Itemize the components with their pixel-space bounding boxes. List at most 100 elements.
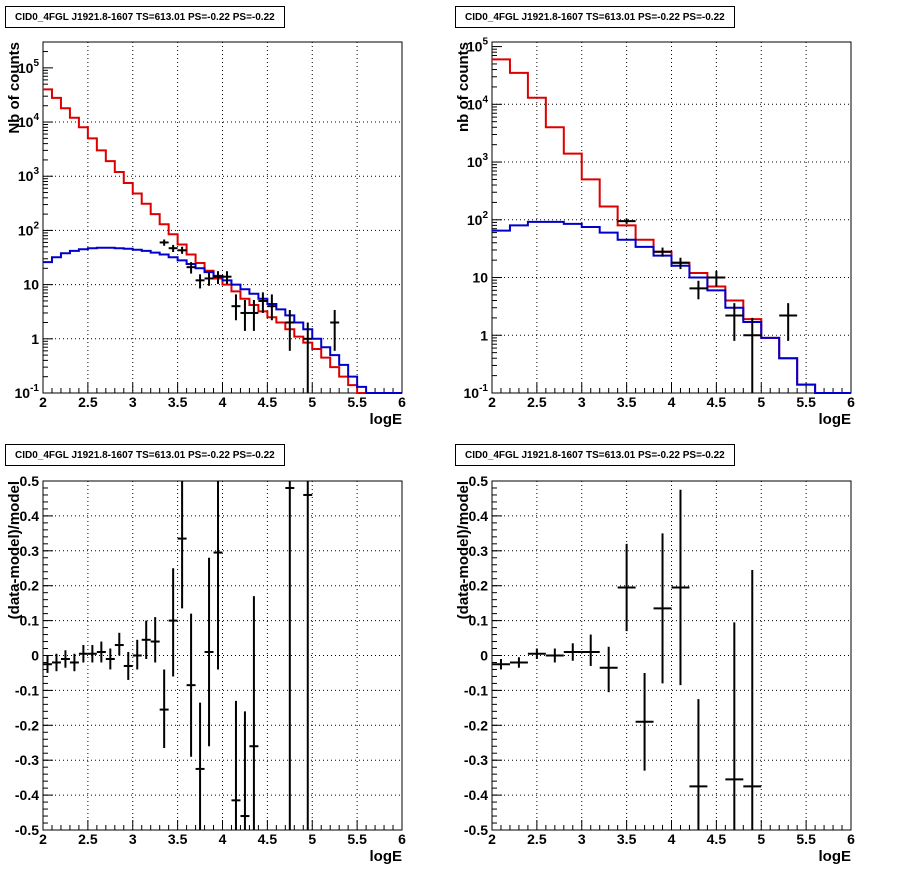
y-tick-label: 0.5 <box>20 473 40 489</box>
x-tick-label: 3.5 <box>168 394 188 410</box>
data-point <box>141 620 151 659</box>
data-point <box>213 271 223 284</box>
y-tick-label: 0.5 <box>469 473 489 489</box>
y-axis-title: nb of counts <box>455 42 472 132</box>
data-point <box>87 645 97 663</box>
data-point <box>186 262 196 274</box>
data-point <box>177 246 187 254</box>
y-tick-label: -0.3 <box>15 752 39 768</box>
x-tick-label: 5.5 <box>796 394 816 410</box>
data-point <box>527 648 546 659</box>
y-tick-label: 105 <box>18 58 40 76</box>
y-tick-label: 104 <box>18 112 40 130</box>
data-point <box>168 244 178 252</box>
data-point <box>635 672 654 771</box>
x-tick-label: 2.5 <box>527 394 547 410</box>
y-tick-label: 10-1 <box>15 383 40 401</box>
x-tick-label: 4 <box>668 831 676 847</box>
data-point <box>51 653 61 672</box>
y-tick-label: -0.5 <box>464 822 488 838</box>
data-point <box>303 481 313 830</box>
x-tick-label: 3.5 <box>617 394 637 410</box>
x-tick-label: 3.5 <box>617 831 637 847</box>
x-tick-label: 3 <box>129 394 137 410</box>
x-tick-label: 4 <box>668 394 676 410</box>
data-point <box>545 648 564 663</box>
x-tick-label: 5.5 <box>347 831 367 847</box>
data-point <box>177 481 187 609</box>
y-tick-label: 102 <box>467 210 489 228</box>
plot-panel-counts-left: 2 2.5 3 3.5 4 4.5 5 5.5 6 10-1 1 10 102 103 104 105 logE… <box>6 41 406 428</box>
x-tick-label: 3 <box>578 394 586 410</box>
data-point <box>69 653 79 672</box>
x-tick-label: 2 <box>39 831 47 847</box>
data-point <box>159 239 169 246</box>
x-tick-label: 3.5 <box>168 831 188 847</box>
data-point <box>159 669 169 748</box>
y-tick-label: -0.4 <box>464 787 488 803</box>
y-axis-title: (data-model)/model <box>6 481 23 619</box>
x-tick-label: 5.5 <box>347 394 367 410</box>
x-tick-label: 4 <box>219 394 227 410</box>
x-tick-label: 2 <box>39 394 47 410</box>
data-point <box>617 218 636 224</box>
y-tick-label: 0.4 <box>469 508 489 524</box>
y-tick-label: -0.3 <box>464 752 488 768</box>
data-point <box>258 292 268 313</box>
data-point <box>168 568 178 677</box>
data-point <box>123 652 133 680</box>
x-tick-label: 4.5 <box>258 831 278 847</box>
y-tick-label: 104 <box>467 94 489 112</box>
x-tick-label: 4.5 <box>707 831 727 847</box>
plot-panel-counts-right: 2 2.5 3 3.5 4 4.5 5 5.5 6 10-1 1 10 102 103 104 105 logE… <box>455 37 855 428</box>
plot-panel-residuals-right: 2 2.5 3 3.5 4 4.5 5 5.5 6 -0.5 -0.4 -0.3 -0.2 -0.1 0 0.… <box>455 473 855 865</box>
y-tick-label: 10-1 <box>464 383 489 401</box>
data-point <box>492 658 510 670</box>
x-tick-label: 4 <box>219 831 227 847</box>
x-tick-label: 2.5 <box>78 394 98 410</box>
data-point <box>249 596 259 830</box>
data-point <box>105 648 115 670</box>
data-point <box>599 646 618 693</box>
y-tick-label: 103 <box>467 152 489 170</box>
y-axis-title: (data-model)/model <box>455 481 472 619</box>
data-point <box>249 300 259 331</box>
data-point <box>240 300 250 331</box>
data-point <box>60 650 70 668</box>
x-axis-title: logE <box>370 848 403 865</box>
x-axis-title: logE <box>819 411 852 428</box>
data-point <box>43 655 52 673</box>
data-point <box>671 257 690 270</box>
y-tick-label: -0.2 <box>15 717 39 733</box>
y-tick-label: -0.5 <box>15 822 39 838</box>
data-point <box>78 645 88 663</box>
data-point <box>96 641 106 663</box>
y-tick-label: 0.2 <box>20 578 40 594</box>
y-tick-label: -0.4 <box>15 787 39 803</box>
y-tick-label: 102 <box>18 220 40 238</box>
data-point <box>114 632 124 656</box>
plot-title-top-right: CID0_4FGL J1921.8-1607 TS=613.01 PS=-0.2… <box>455 6 735 28</box>
data-point <box>186 613 196 757</box>
data-point <box>231 294 241 321</box>
data-point <box>707 270 726 287</box>
y-tick-label: 0 <box>480 648 488 664</box>
data-point <box>285 481 295 830</box>
y-tick-label: 0.3 <box>20 543 40 559</box>
x-tick-label: 6 <box>847 831 855 847</box>
data-point <box>204 272 214 286</box>
x-tick-label: 5 <box>757 394 765 410</box>
x-axis-title: logE <box>819 848 852 865</box>
plot-title-bottom-right: CID0_4FGL J1921.8-1607 TS=613.01 PS=-0.2… <box>455 444 735 466</box>
data-point <box>285 310 295 351</box>
x-tick-label: 5.5 <box>796 831 816 847</box>
y-tick-label: 0.3 <box>469 543 489 559</box>
plot-panel-residuals-left: 2 2.5 3 3.5 4 4.5 5 5.5 6 -0.5 -0.4 -0.3 -0.2 -0.1 0 0.… <box>6 473 406 865</box>
y-tick-label: 0 <box>31 648 39 664</box>
y-tick-label: -0.1 <box>15 682 39 698</box>
plot-title-top-left: CID0_4FGL J1921.8-1607 TS=613.01 PS=-0.2… <box>5 6 285 28</box>
x-tick-label: 6 <box>398 394 406 410</box>
y-tick-label: 1 <box>480 327 488 343</box>
y-tick-label: 0.4 <box>20 508 40 524</box>
